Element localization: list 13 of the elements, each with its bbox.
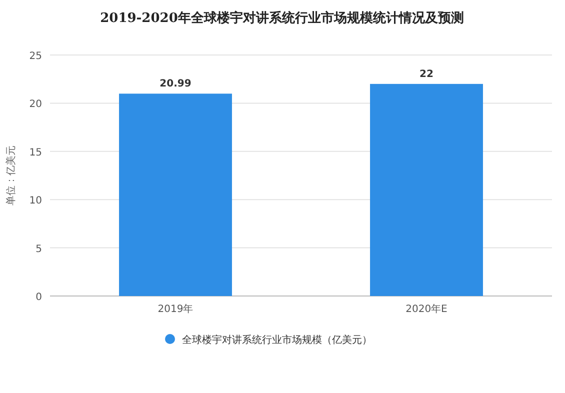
y-tick-label: 5 [36,244,42,255]
legend-label: 全球楼宇对讲系统行业市场规模（亿美元） [182,334,372,346]
y-tick-label: 10 [29,196,42,207]
y-axis-title: 单位：亿美元 [5,146,17,206]
x-tick-label: 2020年E [406,303,448,315]
x-tick-label: 2019年 [158,303,194,315]
data-label: 20.99 [160,78,192,90]
data-label: 22 [420,68,434,80]
y-tick-label: 0 [36,292,42,303]
y-tick-label: 25 [29,51,42,62]
chart-title: 2019-2020年全球楼宇对讲系统行业市场规模统计情况及预测 [100,10,464,26]
y-tick-label: 20 [29,99,42,110]
y-tick-label: 15 [29,147,42,158]
